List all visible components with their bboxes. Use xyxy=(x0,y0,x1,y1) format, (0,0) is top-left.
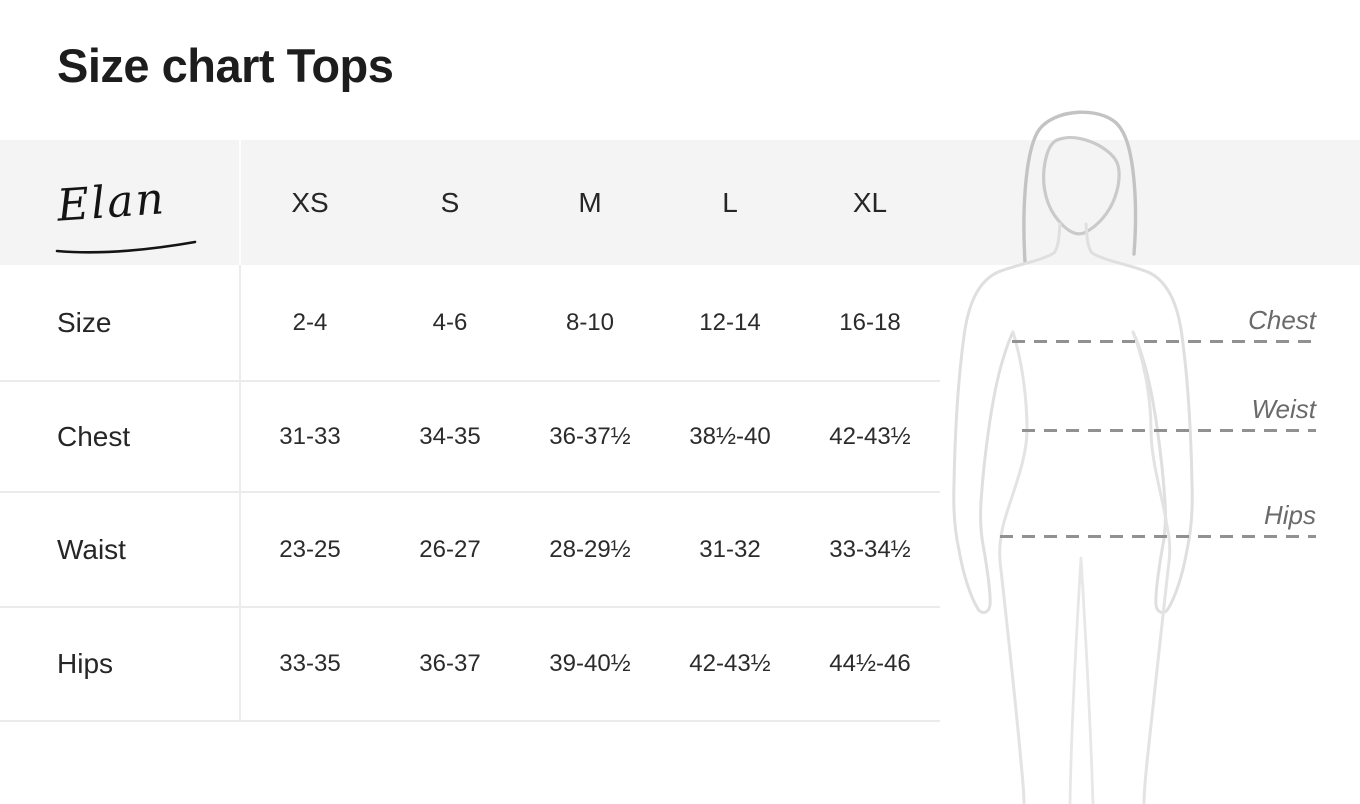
table-row-waist: Waist 23-25 26-27 28-29½ 31-32 33-34½ xyxy=(0,493,940,608)
chest-cell: 42-43½ xyxy=(829,422,911,450)
page-title: Size chart Tops xyxy=(57,39,394,92)
chest-measure-label: Chest xyxy=(1248,305,1316,335)
waist-cell: 33-34½ xyxy=(829,535,911,563)
hips-cell: 33-35 xyxy=(279,650,341,677)
size-cell: 2-4 xyxy=(292,308,328,336)
hips-measure-line xyxy=(1000,535,1316,538)
table-header-row: Elan XS S M L XL xyxy=(0,140,940,265)
female-body-outline xyxy=(952,110,1194,804)
table-vertical-divider-body xyxy=(239,265,241,722)
table-vertical-divider-header xyxy=(239,140,241,265)
inner-legs-path xyxy=(1068,556,1095,804)
left-arm-outline-path xyxy=(952,222,1062,614)
row-label-size: Size xyxy=(57,306,112,338)
chest-cell: 38½-40 xyxy=(689,422,771,450)
column-header-xl: XL xyxy=(852,186,888,218)
left-torso-leg-path xyxy=(998,330,1029,804)
hips-measure-label: Hips xyxy=(1263,500,1316,530)
hair-outline-path xyxy=(1022,110,1138,264)
waist-cell: 28-29½ xyxy=(549,535,631,563)
waist-measure-line xyxy=(1022,429,1316,432)
row-label-hips: Hips xyxy=(57,648,114,679)
column-header-xs: XS xyxy=(291,186,329,218)
row-label-chest: Chest xyxy=(57,420,131,452)
size-table: Elan XS S M L XL Size 2-4 4-6 8-10 12-14… xyxy=(0,140,940,722)
brand-underline-swash xyxy=(55,240,197,254)
hips-cell: 39-40½ xyxy=(549,650,631,677)
brand-logo: Elan xyxy=(0,173,240,254)
waist-cell: 26-27 xyxy=(419,535,481,563)
row-label-waist: Waist xyxy=(57,533,126,565)
hips-cell: 36-37 xyxy=(419,650,481,677)
waist-cell: 31-32 xyxy=(699,535,761,563)
chest-cell: 36-37½ xyxy=(549,422,631,450)
table-row-chest: Chest 31-33 34-35 36-37½ 38½-40 42-43½ xyxy=(0,382,940,493)
column-header-l: L xyxy=(722,186,738,218)
chest-cell: 34-35 xyxy=(419,422,481,450)
right-torso-leg-path xyxy=(1131,330,1172,804)
size-cell: 16-18 xyxy=(839,308,901,336)
waist-cell: 23-25 xyxy=(279,535,341,563)
chest-measure-line xyxy=(1012,340,1316,343)
size-cell: 4-6 xyxy=(432,308,468,336)
chest-cell: 31-33 xyxy=(279,422,341,450)
hips-cell: 44½-46 xyxy=(829,650,911,677)
waist-measure-label: Weist xyxy=(1251,394,1316,424)
table-row-size: Size 2-4 4-6 8-10 12-14 16-18 xyxy=(0,265,940,382)
face-outline-path xyxy=(1041,136,1121,236)
table-row-hips: Hips 33-35 36-37 39-40½ 42-43½ 44½-46 xyxy=(0,608,940,722)
column-header-s: S xyxy=(440,186,460,218)
hips-cell: 42-43½ xyxy=(689,650,771,677)
size-cell: 8-10 xyxy=(565,308,615,336)
right-arm-outline-path xyxy=(1084,222,1194,614)
brand-name: Elan xyxy=(55,173,168,232)
size-cell: 12-14 xyxy=(699,308,761,336)
column-header-m: M xyxy=(578,186,602,218)
